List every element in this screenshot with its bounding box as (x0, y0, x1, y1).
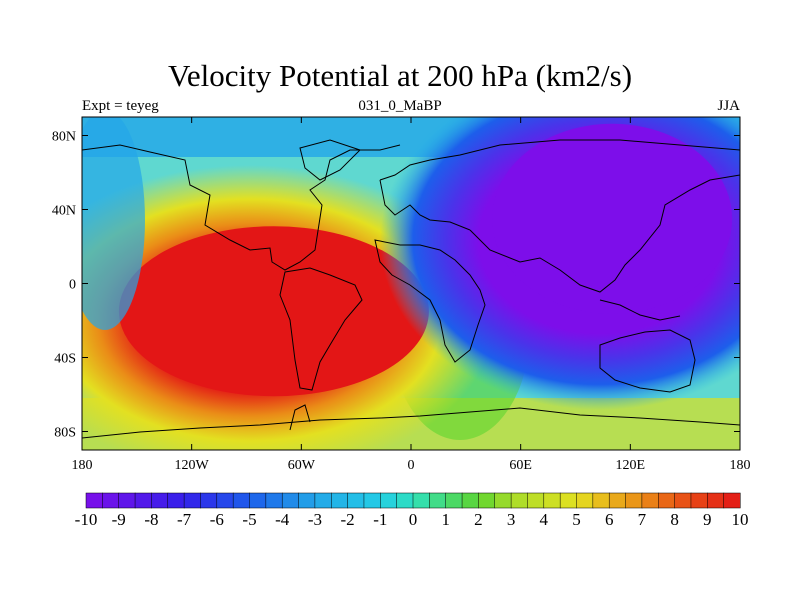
colorbar-box (658, 492, 676, 509)
colorbar-box (102, 492, 120, 509)
y-tick-label: 40N (52, 204, 76, 219)
colorbar-box (707, 492, 725, 509)
colorbar-box (576, 492, 594, 509)
colorbar-box (478, 492, 496, 509)
colorbar-label: 3 (507, 510, 516, 529)
australia-coast (599, 329, 696, 393)
colorbar-label: -6 (210, 510, 224, 529)
colorbar-label: 9 (703, 510, 712, 529)
chart-title: Velocity Potential at 200 hPa (km2/s) (167, 58, 633, 93)
colorbar-box (429, 492, 447, 509)
western-blue (82, 117, 145, 330)
colorbar-box (151, 492, 169, 509)
colorbar-label: -3 (308, 510, 322, 529)
colorbar-label: 2 (474, 510, 483, 529)
x-tick-label: 180 (730, 458, 751, 473)
x-tick-label: 60W (288, 458, 316, 473)
colorbar-box (380, 492, 398, 509)
north-america-coast (82, 144, 401, 271)
season-label: JJA (717, 98, 740, 114)
coastlines (82, 139, 740, 439)
maritime-continent-coast (599, 299, 681, 321)
x-tick-label: 180 (72, 458, 93, 473)
eurasia-coast (379, 139, 740, 181)
y-tick-label: 40S (54, 352, 76, 367)
colorbar-box (625, 492, 643, 509)
x-tick-label: 120E (616, 458, 646, 473)
colorbar-box (461, 492, 479, 509)
colorbar-box (232, 492, 251, 509)
colorbar-label: -9 (112, 510, 126, 529)
colorbar-label: 8 (670, 510, 679, 529)
colorbar-box (494, 492, 512, 509)
antarctica-coast (82, 407, 740, 439)
south-america-coast (279, 267, 363, 391)
colorbar-label: -8 (144, 510, 158, 529)
colorbar-box (200, 492, 218, 509)
europe-coast (379, 179, 471, 231)
colorbar-box (347, 492, 365, 509)
colorbar-box (183, 492, 202, 509)
colorbar-label: -4 (275, 510, 290, 529)
colorbar-box (608, 492, 627, 509)
colorbar-label: 1 (441, 510, 450, 529)
colorbar-label: 7 (638, 510, 647, 529)
y-tick-label: 80N (52, 130, 76, 145)
colorbar-box (314, 492, 332, 509)
colorbar-box (527, 492, 545, 509)
colorbar-label: 4 (540, 510, 549, 529)
colorbar-box (412, 492, 430, 509)
colorbar-box (265, 492, 283, 509)
colorbar-box (396, 492, 414, 509)
colorbar-box (249, 492, 267, 509)
colorbar-box (592, 492, 610, 509)
minimum-core (492, 123, 733, 314)
colorbar-box (118, 492, 136, 509)
field-fill (82, 117, 740, 450)
x-tick-label: 0 (408, 458, 415, 473)
colorbar-label: -7 (177, 510, 192, 529)
colorbar-label: 10 (732, 510, 749, 529)
colorbar-box (363, 492, 381, 509)
case-label: 031_0_MaBP (358, 98, 442, 114)
colorbar-box (134, 492, 152, 509)
x-tick-label: 120W (175, 458, 210, 473)
colorbar-box (85, 492, 103, 509)
y-tick-label: 0 (69, 278, 76, 293)
colorbar-label: -2 (341, 510, 355, 529)
colorbar-box (690, 492, 708, 509)
x-tick-label: 60E (509, 458, 532, 473)
colorbar-label: -5 (242, 510, 256, 529)
colorbar-box (510, 492, 529, 509)
asia-south-coast (469, 174, 740, 293)
colorbar-box (543, 492, 561, 509)
colorbar-label: 0 (409, 510, 418, 529)
colorbar-box (445, 492, 463, 509)
colorbar-box (559, 492, 578, 509)
maximum-core (118, 226, 429, 397)
experiment-label: Expt = teyeg (82, 98, 159, 114)
antarctic-peninsula (289, 404, 311, 431)
colorbar-box (331, 492, 349, 509)
colorbar: -10 -9 -8 -7 -6 -5 -4 -3 -2 -1 0 1 2 3 4 5 6 7 8 9 10 (75, 492, 749, 529)
colorbar-box (723, 492, 741, 509)
colorbar-box (281, 492, 300, 509)
colorbar-box (167, 492, 185, 509)
colorbar-box (641, 492, 659, 509)
colorbar-box (674, 492, 692, 509)
greenland-coast (299, 139, 361, 181)
y-tick-label: 80S (54, 426, 76, 441)
colorbar-label: 6 (605, 510, 614, 529)
colorbar-label: -10 (75, 510, 98, 529)
colorbar-box (216, 492, 234, 509)
y-axis: 80N 40N 0 40S 80S (52, 130, 740, 441)
colorbar-box (298, 492, 316, 509)
colorbar-label: 5 (572, 510, 581, 529)
colorbar-label: -1 (373, 510, 387, 529)
x-axis: 180 120W 60W 0 60E 120E 180 (72, 117, 751, 473)
africa-coast (374, 239, 486, 363)
